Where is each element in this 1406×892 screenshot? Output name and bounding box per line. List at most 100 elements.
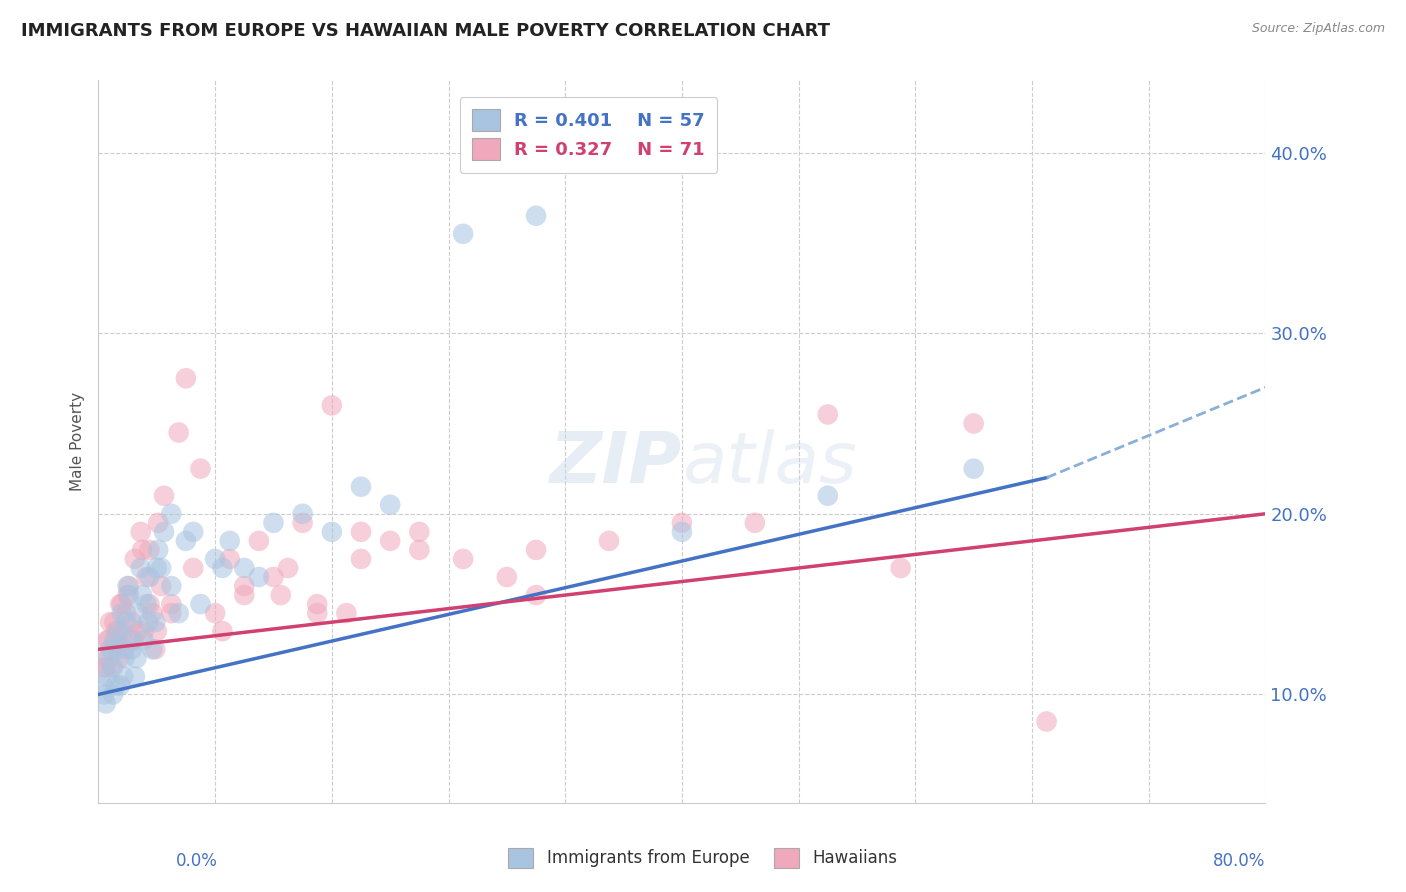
Point xyxy=(291,516,314,530)
Point xyxy=(110,597,132,611)
Point xyxy=(141,642,163,657)
Point xyxy=(115,606,138,620)
Point xyxy=(270,588,292,602)
Point xyxy=(247,533,270,548)
Point xyxy=(291,507,314,521)
Point xyxy=(127,624,149,639)
Point xyxy=(97,633,120,648)
Point xyxy=(263,516,285,530)
Point xyxy=(114,642,136,657)
Point xyxy=(111,597,134,611)
Point xyxy=(408,524,430,539)
Point xyxy=(1035,714,1057,729)
Point xyxy=(350,524,373,539)
Text: atlas: atlas xyxy=(682,429,856,498)
Point xyxy=(263,570,285,584)
Point xyxy=(335,606,357,620)
Point xyxy=(350,480,373,494)
Point xyxy=(97,651,120,665)
Point xyxy=(112,624,135,639)
Point xyxy=(108,624,131,639)
Point xyxy=(96,633,118,648)
Point xyxy=(817,408,839,422)
Point xyxy=(135,570,157,584)
Point xyxy=(671,516,693,530)
Legend: R = 0.401    N = 57, R = 0.327    N = 71: R = 0.401 N = 57, R = 0.327 N = 71 xyxy=(460,96,717,173)
Point xyxy=(121,642,143,657)
Point xyxy=(153,524,176,539)
Point xyxy=(160,597,183,611)
Point xyxy=(153,489,176,503)
Point xyxy=(122,633,145,648)
Point xyxy=(744,516,766,530)
Point xyxy=(103,615,125,630)
Point xyxy=(233,561,256,575)
Text: IMMIGRANTS FROM EUROPE VS HAWAIIAN MALE POVERTY CORRELATION CHART: IMMIGRANTS FROM EUROPE VS HAWAIIAN MALE … xyxy=(21,22,830,40)
Point xyxy=(496,570,519,584)
Y-axis label: Male Poverty: Male Poverty xyxy=(69,392,84,491)
Point xyxy=(146,561,169,575)
Point xyxy=(160,579,183,593)
Point xyxy=(321,524,343,539)
Point xyxy=(138,542,160,557)
Point xyxy=(143,642,166,657)
Point xyxy=(100,660,122,674)
Point xyxy=(190,461,212,475)
Point xyxy=(321,398,343,412)
Point xyxy=(218,552,240,566)
Point xyxy=(148,516,170,530)
Point xyxy=(136,615,159,630)
Point xyxy=(962,417,984,431)
Point xyxy=(233,588,256,602)
Point xyxy=(190,597,212,611)
Point xyxy=(890,561,912,575)
Point xyxy=(962,461,984,475)
Point xyxy=(247,570,270,584)
Point xyxy=(143,615,166,630)
Point xyxy=(96,669,118,683)
Point xyxy=(211,624,233,639)
Point xyxy=(108,651,131,665)
Point xyxy=(121,615,143,630)
Point xyxy=(380,498,402,512)
Point xyxy=(218,533,240,548)
Point xyxy=(110,678,132,692)
Point xyxy=(115,615,138,630)
Point xyxy=(124,552,146,566)
Point xyxy=(98,642,121,657)
Point xyxy=(103,633,125,648)
Point xyxy=(124,669,146,683)
Point xyxy=(138,570,160,584)
Text: 0.0%: 0.0% xyxy=(176,852,218,870)
Text: ZIP: ZIP xyxy=(550,429,682,498)
Point xyxy=(135,597,157,611)
Point xyxy=(380,533,402,548)
Point xyxy=(91,651,114,665)
Point xyxy=(104,678,127,692)
Point xyxy=(125,651,148,665)
Legend: Immigrants from Europe, Hawaiians: Immigrants from Europe, Hawaiians xyxy=(502,841,904,875)
Point xyxy=(451,227,474,241)
Point xyxy=(233,579,256,593)
Point xyxy=(132,624,155,639)
Point xyxy=(204,606,226,620)
Point xyxy=(150,561,173,575)
Point xyxy=(94,660,117,674)
Point xyxy=(211,561,233,575)
Point xyxy=(141,606,163,620)
Point xyxy=(138,597,160,611)
Point xyxy=(93,687,115,701)
Point xyxy=(524,588,547,602)
Point xyxy=(524,542,547,557)
Point xyxy=(174,533,197,548)
Point xyxy=(127,606,149,620)
Point xyxy=(120,633,142,648)
Point xyxy=(277,561,299,575)
Point xyxy=(167,425,190,440)
Point xyxy=(117,579,139,593)
Point xyxy=(131,588,153,602)
Point xyxy=(451,552,474,566)
Point xyxy=(160,507,183,521)
Point xyxy=(598,533,620,548)
Text: 80.0%: 80.0% xyxy=(1213,852,1265,870)
